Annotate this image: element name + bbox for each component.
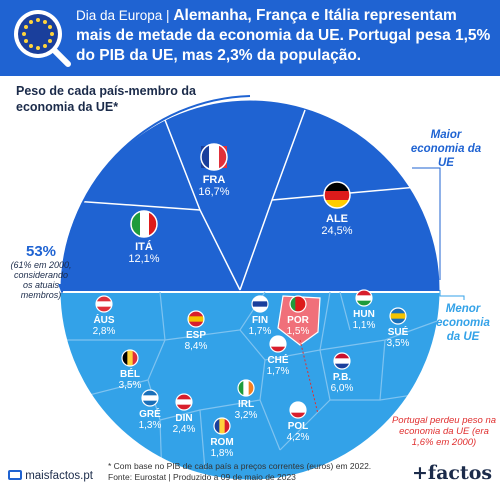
din-code: DIN bbox=[175, 413, 193, 424]
flag-fra-icon bbox=[200, 143, 228, 171]
label-su: SUÉ 3,5% bbox=[374, 327, 422, 349]
label-bl: BÉL 3,5% bbox=[106, 369, 154, 391]
esp-value: 8,4% bbox=[184, 341, 208, 352]
pb-value: 6,0% bbox=[330, 383, 354, 394]
site-text: maisfactos.pt bbox=[25, 470, 93, 482]
flag-hun-icon bbox=[355, 289, 373, 307]
flag-pb-icon bbox=[333, 352, 351, 370]
ale-code: ALE bbox=[326, 213, 348, 225]
ch-value: 1,7% bbox=[266, 366, 290, 377]
label-gr: GRÉ 1,3% bbox=[126, 409, 174, 431]
label-rom: ROM 1,8% bbox=[198, 437, 246, 459]
pol-value: 4,2% bbox=[286, 432, 310, 443]
footnote-line2: Fonte: Eurostat | Produzido a 09 de maio… bbox=[108, 472, 296, 482]
gr-value: 1,3% bbox=[138, 420, 162, 431]
label-din: DIN 2,4% bbox=[160, 413, 208, 435]
fin-code: FIN bbox=[251, 315, 269, 326]
flag-rom-icon bbox=[213, 417, 231, 435]
por-value: 1,5% bbox=[286, 326, 310, 337]
label-pb: P.B. 6,0% bbox=[318, 372, 366, 394]
flag-gr-icon bbox=[141, 389, 159, 407]
us-value: 2,8% bbox=[92, 326, 116, 337]
big-economy-leader bbox=[412, 167, 441, 280]
fin-value: 1,7% bbox=[248, 326, 272, 337]
irl-value: 3,2% bbox=[234, 410, 258, 421]
small-flags bbox=[95, 289, 407, 435]
small-economy-leader bbox=[439, 290, 465, 300]
label-ch: CHÉ 1,7% bbox=[254, 355, 302, 377]
esp-code: ESP bbox=[185, 330, 206, 341]
flag-irl-icon bbox=[237, 379, 255, 397]
rom-value: 1,8% bbox=[210, 448, 234, 459]
por-code: POR bbox=[287, 315, 309, 326]
pol-code: POL bbox=[287, 421, 309, 432]
site-link[interactable]: maisfactos.pt bbox=[8, 470, 93, 482]
label-por: POR 1,5% bbox=[274, 315, 322, 337]
big-cell-borders bbox=[60, 109, 440, 291]
share-value: 53% bbox=[25, 243, 57, 260]
headline: Dia da Europa | Alemanha, França e Itáli… bbox=[76, 6, 496, 66]
share-note: (61% em 2000, considerando os atuais mem… bbox=[10, 260, 72, 300]
ita-code: ITÁ bbox=[135, 241, 153, 253]
label-irl: IRL 3,2% bbox=[222, 399, 270, 421]
flag-ale-icon bbox=[323, 181, 351, 209]
flag-fin-icon bbox=[251, 295, 269, 313]
su-value: 3,5% bbox=[386, 338, 410, 349]
small-group-annotation: Menor economia da UE bbox=[436, 303, 490, 343]
us-code: ÁUS bbox=[93, 315, 115, 326]
label-us: ÁUS 2,8% bbox=[80, 315, 128, 337]
label-esp: ESP 8,4% bbox=[172, 330, 220, 352]
bl-code: BÉL bbox=[120, 369, 140, 380]
chart-title: Peso de cada país-membro da economia da … bbox=[16, 84, 196, 114]
hun-value: 1,1% bbox=[352, 320, 376, 331]
din-value: 2,4% bbox=[172, 424, 196, 435]
footnote-line1: * Com base no PIB de cada país a preços … bbox=[108, 461, 372, 471]
big-group-annotation: Maior economia da UE bbox=[410, 129, 482, 169]
label-ita: ITÁ 12,1% bbox=[116, 241, 172, 265]
label-pol: POL 4,2% bbox=[274, 421, 322, 443]
footnote: * Com base no PIB de cada país a preços … bbox=[108, 461, 408, 483]
brand-logo: +factos bbox=[412, 462, 493, 484]
label-fra: FRA 16,7% bbox=[186, 174, 242, 198]
label-fin: FIN 1,7% bbox=[236, 315, 284, 337]
monitor-icon bbox=[8, 470, 22, 480]
flag-por-icon bbox=[289, 295, 307, 313]
header-banner: Dia da Europa | Alemanha, França e Itáli… bbox=[0, 0, 500, 76]
flag-bl-icon bbox=[121, 349, 139, 367]
share-callout: 53% (61% em 2000, considerando os atuais… bbox=[8, 243, 74, 300]
label-ale: ALE 24,5% bbox=[309, 213, 365, 237]
fra-value: 16,7% bbox=[198, 186, 230, 198]
gr-code: GRÉ bbox=[139, 409, 161, 420]
arrow-head-icon bbox=[58, 284, 66, 294]
flag-ita-icon bbox=[130, 210, 158, 238]
bl-value: 3,5% bbox=[118, 380, 142, 391]
eu-search-logo-icon bbox=[14, 10, 71, 67]
flag-esp-icon bbox=[187, 310, 205, 328]
ch-code: CHÉ bbox=[267, 355, 289, 366]
pb-code: P.B. bbox=[332, 372, 352, 383]
ita-value: 12,1% bbox=[128, 253, 160, 265]
flag-ch-icon bbox=[269, 335, 287, 353]
flag-us-icon bbox=[95, 295, 113, 313]
ale-value: 24,5% bbox=[321, 225, 353, 237]
su-code: SUÉ bbox=[387, 327, 409, 338]
share-arc-arrow bbox=[60, 95, 251, 293]
flag-din-icon bbox=[175, 393, 193, 411]
headline-kicker: Dia da Europa | bbox=[76, 8, 170, 23]
rom-code: ROM bbox=[210, 437, 234, 448]
headline-title: Alemanha, França e Itália representam ma… bbox=[76, 7, 491, 64]
flag-su-icon bbox=[389, 307, 407, 325]
hun-code: HUN bbox=[353, 309, 375, 320]
irl-code: IRL bbox=[237, 399, 255, 410]
flag-pol-icon bbox=[289, 401, 307, 419]
portugal-note: Portugal perdeu peso na economia da UE (… bbox=[391, 415, 497, 448]
por-leader bbox=[299, 339, 319, 415]
label-hun: HUN 1,1% bbox=[340, 309, 388, 331]
por-cell bbox=[277, 295, 321, 346]
fra-code: FRA bbox=[202, 174, 226, 186]
